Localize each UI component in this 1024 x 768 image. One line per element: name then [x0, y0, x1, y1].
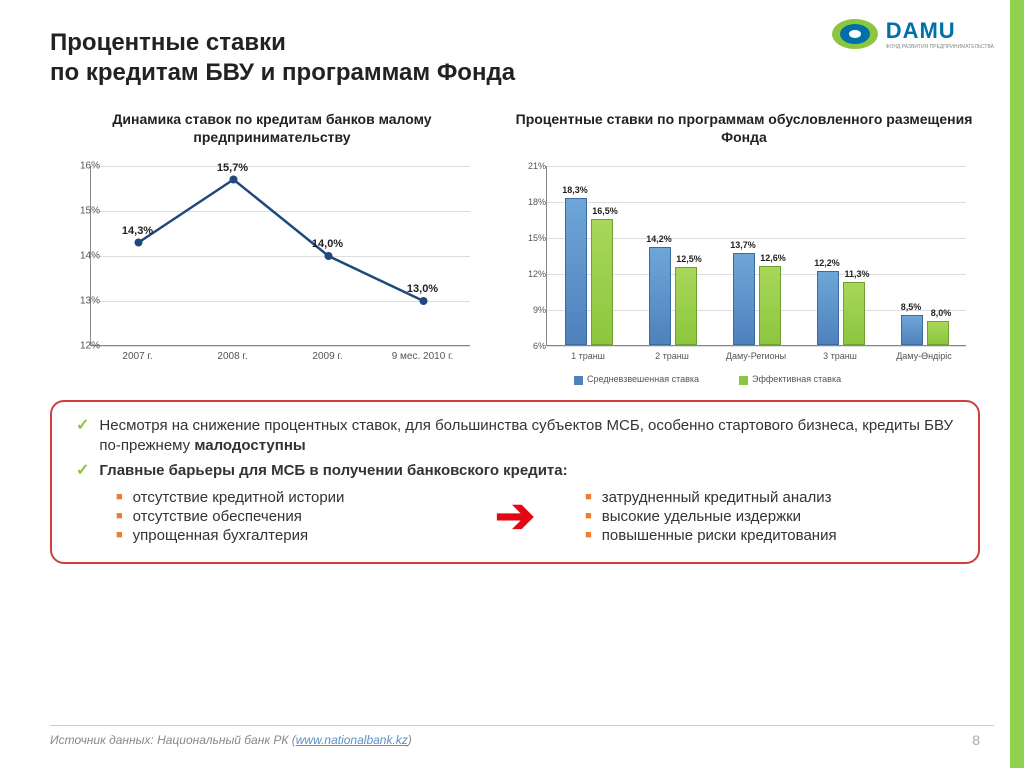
square-bullet-icon: ■ [116, 529, 123, 541]
brand-subtitle: ФОНД РАЗВИТИЯ ПРЕДПРИНИМАТЕЛЬСТВА [886, 44, 994, 50]
bar-chart-legend: Средневзвешенная ставка Эффективная став… [574, 374, 841, 384]
legend-item-1: Средневзвешенная ставка [574, 374, 699, 384]
arrow-icon: ➔ [485, 487, 545, 546]
barrier-item: ■отсутствие кредитной истории [116, 489, 485, 506]
square-bullet-icon: ■ [585, 510, 592, 522]
barrier-item: ■затрудненный кредитный анализ [585, 489, 954, 506]
side-accent-bar [1010, 0, 1024, 768]
bar-chart-title: Процентные ставки по программам обусловл… [514, 110, 974, 146]
barriers-right: ■затрудненный кредитный анализ ■высокие у… [545, 487, 954, 546]
barrier-item: ■высокие удельные издержки [585, 508, 954, 525]
bullet-2: Главные барьеры для МСБ в получении банк… [99, 461, 567, 481]
footer: Источник данных: Национальный банк РК (w… [50, 725, 994, 748]
title-line-2: по кредитам БВУ и программам Фонда [50, 58, 515, 88]
barriers-left: ■отсутствие кредитной истории ■отсутствие… [76, 487, 485, 546]
page-title: Процентные ставки по кредитам БВУ и прог… [50, 28, 515, 88]
barrier-item: ■упрощенная бухгалтерия [116, 527, 485, 544]
line-chart: 12%13%14%15%16%2007 г.2008 г.2009 г.9 ме… [50, 156, 490, 386]
square-bullet-icon: ■ [116, 510, 123, 522]
logo-icon [832, 19, 878, 49]
title-line-1: Процентные ставки [50, 28, 515, 58]
source-text: Источник данных: Национальный банк РК (w… [50, 733, 412, 747]
square-bullet-icon: ■ [585, 491, 592, 503]
square-bullet-icon: ■ [585, 529, 592, 541]
source-link[interactable]: www.nationalbank.kz [296, 733, 408, 747]
legend-item-2: Эффективная ставка [739, 374, 841, 384]
bar-chart-panel: Процентные ставки по программам обусловл… [514, 110, 974, 386]
page-number: 8 [972, 732, 980, 748]
brand-name: DAMU [886, 18, 994, 44]
logo: DAMU ФОНД РАЗВИТИЯ ПРЕДПРИНИМАТЕЛЬСТВА [832, 18, 994, 50]
barrier-item: ■повышенные риски кредитования [585, 527, 954, 544]
summary-box: ✓ Несмотря на снижение процентных ставок… [50, 400, 980, 564]
square-bullet-icon: ■ [116, 491, 123, 503]
line-chart-title: Динамика ставок по кредитам банков малом… [50, 110, 494, 146]
barrier-item: ■отсутствие обеспечения [116, 508, 485, 525]
bar-chart: Средневзвешенная ставка Эффективная став… [514, 156, 974, 386]
line-chart-panel: Динамика ставок по кредитам банков малом… [50, 110, 494, 386]
check-icon: ✓ [76, 461, 89, 480]
bullet-1: Несмотря на снижение процентных ставок, … [99, 416, 954, 457]
check-icon: ✓ [76, 416, 89, 435]
